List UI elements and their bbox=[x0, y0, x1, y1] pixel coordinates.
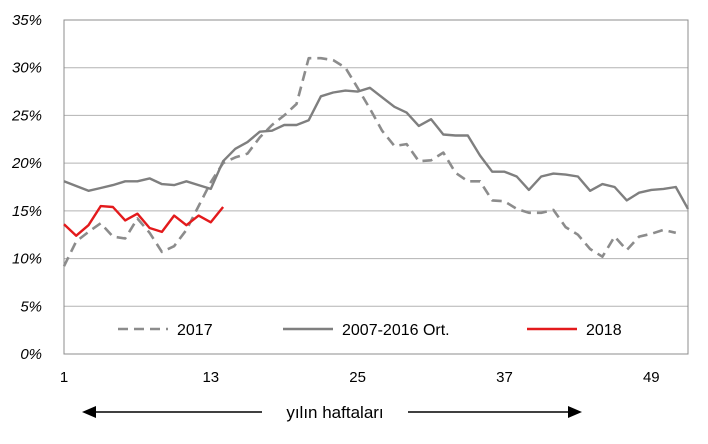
y-tick-label: 20% bbox=[11, 155, 42, 172]
y-tick-label: 5% bbox=[20, 298, 42, 315]
plot-border bbox=[63, 19, 689, 355]
x-tick-label: 37 bbox=[496, 369, 513, 386]
axes: 0% 5% 10% 15% 20% 25% 30% 35% 1 13 25 37 49 bbox=[11, 12, 689, 386]
x-tick-label: 25 bbox=[349, 369, 366, 386]
y-tick-label: 25% bbox=[11, 107, 42, 124]
legend: 2017 2007-2016 Ort. 2018 bbox=[118, 322, 622, 339]
legend-label: 2017 bbox=[177, 322, 213, 339]
grid-lines bbox=[64, 19, 688, 355]
series-lines bbox=[62, 56, 690, 267]
series-line-2 bbox=[63, 204, 225, 237]
series-line-1 bbox=[63, 86, 690, 210]
y-tick-label: 10% bbox=[12, 251, 42, 268]
x-tick-label: 1 bbox=[60, 369, 68, 386]
y-tick-label: 30% bbox=[12, 60, 42, 77]
y-tick-label: 35% bbox=[12, 12, 42, 29]
x-axis-label: yılın haftaları bbox=[286, 403, 383, 422]
legend-label: 2018 bbox=[586, 322, 622, 339]
y-tick-label: 0% bbox=[20, 346, 42, 363]
x-tick-label: 49 bbox=[643, 369, 660, 386]
right-arrow-head bbox=[568, 406, 582, 418]
x-axis-label-group: yılın haftaları bbox=[82, 403, 582, 422]
y-tick-label: 15% bbox=[12, 203, 42, 220]
legend-label: 2007-2016 Ort. bbox=[342, 322, 450, 339]
series-line-0 bbox=[62, 56, 677, 267]
x-tick-label: 13 bbox=[202, 369, 219, 386]
left-arrow-head bbox=[82, 406, 96, 418]
